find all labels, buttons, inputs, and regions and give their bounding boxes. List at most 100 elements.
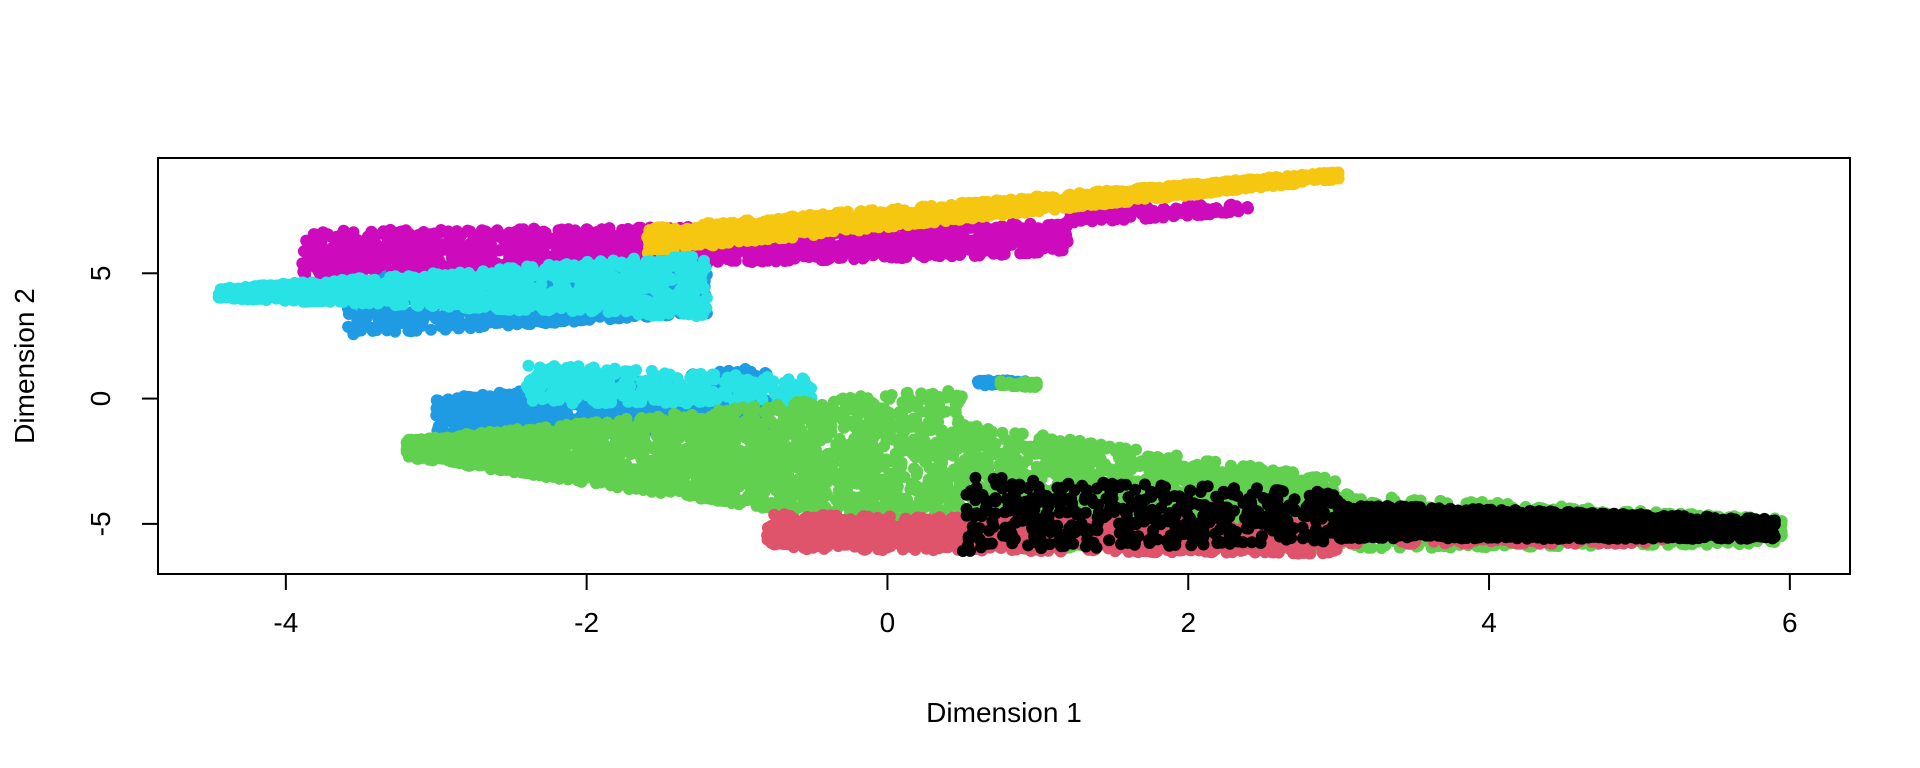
point [1194, 199, 1207, 212]
point [493, 316, 506, 329]
point [1008, 231, 1021, 244]
points-layer [212, 166, 1788, 560]
point [955, 200, 968, 213]
point [301, 236, 314, 248]
point [752, 227, 764, 240]
point [784, 218, 797, 231]
point [402, 324, 415, 337]
point [544, 403, 557, 416]
point [470, 411, 483, 424]
point [1095, 190, 1108, 203]
point [1032, 246, 1045, 259]
point [492, 407, 505, 420]
point [316, 245, 329, 258]
point [1216, 206, 1229, 219]
point [370, 229, 383, 242]
point [681, 222, 694, 235]
point [1047, 200, 1060, 213]
point [464, 322, 477, 335]
point [1242, 202, 1254, 215]
point [384, 234, 396, 247]
point [980, 208, 993, 221]
point [618, 237, 631, 250]
point [525, 246, 537, 259]
point [375, 259, 388, 272]
point [483, 316, 496, 329]
point [451, 315, 463, 328]
point [814, 227, 827, 240]
point [435, 224, 447, 236]
point [414, 240, 427, 253]
point [448, 256, 461, 269]
point [564, 240, 577, 253]
point [862, 218, 875, 231]
point [702, 217, 715, 230]
point [321, 228, 334, 241]
point [425, 323, 437, 336]
point [857, 240, 870, 253]
point [1231, 204, 1244, 217]
point [1314, 170, 1327, 183]
point [1152, 186, 1165, 199]
point [450, 225, 463, 238]
point [838, 220, 851, 233]
point [1272, 171, 1285, 184]
point [534, 228, 547, 241]
point [457, 403, 470, 416]
point [1297, 171, 1310, 184]
point [587, 229, 600, 242]
point [1107, 189, 1120, 202]
point [1019, 199, 1031, 212]
point [390, 255, 403, 268]
point [342, 320, 355, 333]
point [509, 242, 522, 255]
point [931, 213, 944, 226]
point [1168, 209, 1181, 222]
point [798, 250, 810, 263]
point [908, 238, 921, 251]
point [1008, 195, 1021, 208]
point [371, 307, 384, 320]
point [389, 325, 402, 338]
point [1063, 188, 1076, 201]
point [643, 235, 655, 248]
point [310, 228, 323, 241]
point [1082, 190, 1095, 203]
point [828, 214, 841, 226]
point [740, 214, 753, 227]
point [441, 317, 454, 330]
point [346, 250, 359, 263]
point [366, 324, 379, 337]
point [464, 245, 477, 257]
point [848, 253, 861, 266]
point [1252, 174, 1265, 186]
point [838, 235, 851, 248]
point [668, 232, 680, 245]
point [1045, 233, 1058, 246]
point [1086, 215, 1099, 228]
point [484, 234, 497, 247]
point [940, 234, 952, 247]
point [799, 210, 812, 223]
point [1033, 199, 1045, 212]
point [872, 219, 885, 232]
point [945, 246, 958, 259]
point [810, 250, 823, 263]
point [1143, 212, 1156, 225]
point [832, 248, 845, 261]
point [894, 241, 907, 254]
point [813, 211, 826, 224]
point [1010, 219, 1023, 231]
point [778, 255, 791, 267]
point [361, 245, 374, 258]
point [456, 419, 468, 432]
point [1025, 226, 1038, 239]
point [980, 240, 993, 253]
point [700, 236, 713, 249]
point [410, 261, 423, 274]
point [502, 411, 515, 424]
point [1138, 192, 1151, 205]
point [445, 412, 458, 425]
point [884, 239, 896, 252]
